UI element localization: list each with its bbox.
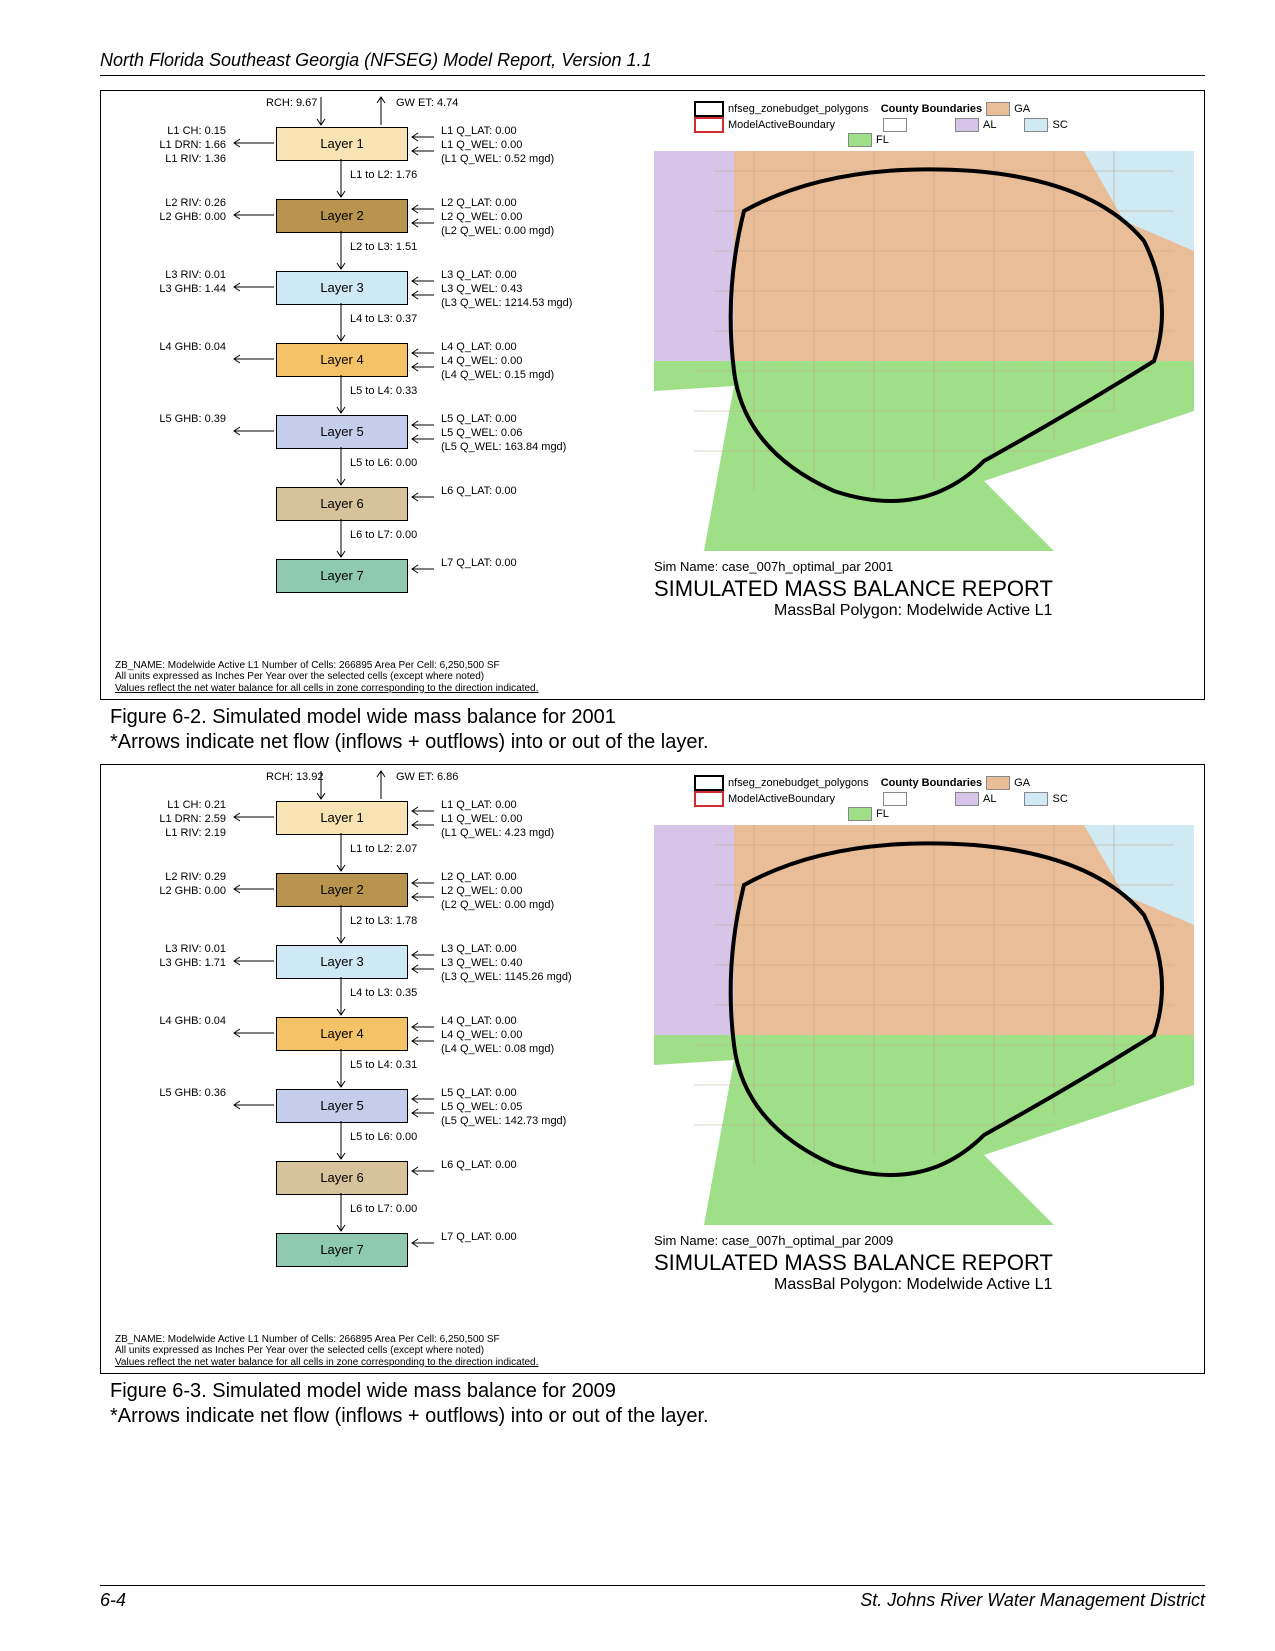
right-labels-1: L1 Q_LAT: 0.00L1 Q_WEL: 0.00(L1 Q_WEL: 4… — [441, 799, 554, 840]
right-labels-6: L6 Q_LAT: 0.00 — [441, 1159, 517, 1173]
rch-label: RCH: 13.92 — [266, 771, 323, 783]
page-number: 6-4 — [100, 1590, 126, 1611]
right-labels-6: L6 Q_LAT: 0.00 — [441, 485, 517, 499]
layer-box-1: Layer 1 — [276, 801, 408, 835]
map-legend: nfseg_zonebudget_polygons County Boundar… — [694, 101, 1194, 147]
zb-footnote: ZB_NAME: Modelwide Active L1 Number of C… — [115, 1334, 538, 1369]
figure-panel-1: RCH: 13.92 GW ET: 6.86 Layer 1 L1 CH: 0.21L… — [100, 764, 1205, 1374]
left-labels-3: L3 RIV: 0.01L3 GHB: 1.44 — [111, 269, 226, 297]
map-svg — [654, 825, 1194, 1225]
legend-al — [883, 792, 907, 806]
right-labels-4: L4 Q_LAT: 0.00L4 Q_WEL: 0.00(L4 Q_WEL: 0… — [441, 1015, 554, 1056]
left-labels-3: L3 RIV: 0.01L3 GHB: 1.71 — [111, 943, 226, 971]
left-labels-2: L2 RIV: 0.26L2 GHB: 0.00 — [111, 197, 226, 225]
interlayer-6: L6 to L7: 0.00 — [350, 529, 417, 541]
layer-box-3: Layer 3 — [276, 271, 408, 305]
left-labels-5: L5 GHB: 0.36 — [111, 1087, 226, 1101]
interlayer-2: L2 to L3: 1.78 — [350, 915, 417, 927]
right-labels-2: L2 Q_LAT: 0.00L2 Q_WEL: 0.00(L2 Q_WEL: 0… — [441, 197, 554, 238]
layer-box-7: Layer 7 — [276, 1233, 408, 1267]
right-labels-4: L4 Q_LAT: 0.00L4 Q_WEL: 0.00(L4 Q_WEL: 0… — [441, 341, 554, 382]
map-svg — [654, 151, 1194, 551]
left-labels-1: L1 CH: 0.15L1 DRN: 1.66L1 RIV: 1.36 — [111, 125, 226, 166]
layer-box-5: Layer 5 — [276, 415, 408, 449]
left-labels-4: L4 GHB: 0.04 — [111, 1015, 226, 1029]
interlayer-2: L2 to L3: 1.51 — [350, 241, 417, 253]
map-side: nfseg_zonebudget_polygons County Boundar… — [654, 101, 1194, 620]
interlayer-3: L4 to L3: 0.37 — [350, 313, 417, 325]
layer-box-6: Layer 6 — [276, 1161, 408, 1195]
report-sub: MassBal Polygon: Modelwide Active L1 — [774, 602, 1194, 620]
figure-panel-0: RCH: 9.67 GW ET: 4.74 Layer 1 L1 CH: 0.15L1… — [100, 90, 1205, 700]
sim-name: Sim Name: case_007h_optimal_par 2009 — [654, 1233, 1194, 1248]
layer-box-1: Layer 1 — [276, 127, 408, 161]
right-labels-2: L2 Q_LAT: 0.00L2 Q_WEL: 0.00(L2 Q_WEL: 0… — [441, 871, 554, 912]
layer-box-6: Layer 6 — [276, 487, 408, 521]
layer-box-4: Layer 4 — [276, 343, 408, 377]
interlayer-6: L6 to L7: 0.00 — [350, 1203, 417, 1215]
figure-sub-0: *Arrows indicate net flow (inflows + out… — [110, 731, 1205, 754]
gwet-label: GW ET: 4.74 — [396, 97, 458, 109]
interlayer-4: L5 to L4: 0.31 — [350, 1059, 417, 1071]
right-labels-3: L3 Q_LAT: 0.00L3 Q_WEL: 0.43(L3 Q_WEL: 1… — [441, 269, 572, 310]
layer-diagram: RCH: 13.92 GW ET: 6.86 Layer 1 L1 CH: 0.21L… — [101, 765, 621, 1373]
layer-box-7: Layer 7 — [276, 559, 408, 593]
left-labels-5: L5 GHB: 0.39 — [111, 413, 226, 427]
layer-box-2: Layer 2 — [276, 873, 408, 907]
interlayer-3: L4 to L3: 0.35 — [350, 987, 417, 999]
layer-box-2: Layer 2 — [276, 199, 408, 233]
interlayer-5: L5 to L6: 0.00 — [350, 1131, 417, 1143]
right-labels-1: L1 Q_LAT: 0.00L1 Q_WEL: 0.00(L1 Q_WEL: 0… — [441, 125, 554, 166]
interlayer-1: L1 to L2: 1.76 — [350, 169, 417, 181]
left-labels-2: L2 RIV: 0.29L2 GHB: 0.00 — [111, 871, 226, 899]
figure-caption-1: Figure 6-3. Simulated model wide mass ba… — [110, 1380, 1205, 1403]
page-header: North Florida Southeast Georgia (NFSEG) … — [100, 50, 1205, 76]
right-labels-7: L7 Q_LAT: 0.00 — [441, 1231, 517, 1245]
left-labels-1: L1 CH: 0.21L1 DRN: 2.59L1 RIV: 2.19 — [111, 799, 226, 840]
map-legend: nfseg_zonebudget_polygons County Boundar… — [694, 775, 1194, 821]
layer-diagram: RCH: 9.67 GW ET: 4.74 Layer 1 L1 CH: 0.15L1… — [101, 91, 621, 699]
gwet-label: GW ET: 6.86 — [396, 771, 458, 783]
right-labels-3: L3 Q_LAT: 0.00L3 Q_WEL: 0.40(L3 Q_WEL: 1… — [441, 943, 572, 984]
legend-al — [883, 118, 907, 132]
report-title: SIMULATED MASS BALANCE REPORT — [654, 576, 1194, 602]
zb-footnote: ZB_NAME: Modelwide Active L1 Number of C… — [115, 660, 538, 695]
layer-box-5: Layer 5 — [276, 1089, 408, 1123]
right-labels-7: L7 Q_LAT: 0.00 — [441, 557, 517, 571]
sim-name: Sim Name: case_007h_optimal_par 2001 — [654, 559, 1194, 574]
interlayer-4: L5 to L4: 0.33 — [350, 385, 417, 397]
report-sub: MassBal Polygon: Modelwide Active L1 — [774, 1276, 1194, 1294]
figure-sub-1: *Arrows indicate net flow (inflows + out… — [110, 1405, 1205, 1428]
report-title: SIMULATED MASS BALANCE REPORT — [654, 1250, 1194, 1276]
figure-caption-0: Figure 6-2. Simulated model wide mass ba… — [110, 706, 1205, 729]
interlayer-1: L1 to L2: 2.07 — [350, 843, 417, 855]
left-labels-4: L4 GHB: 0.04 — [111, 341, 226, 355]
footer-org: St. Johns River Water Management Distric… — [860, 1590, 1205, 1611]
rch-label: RCH: 9.67 — [266, 97, 317, 109]
interlayer-5: L5 to L6: 0.00 — [350, 457, 417, 469]
layer-box-4: Layer 4 — [276, 1017, 408, 1051]
layer-box-3: Layer 3 — [276, 945, 408, 979]
right-labels-5: L5 Q_LAT: 0.00L5 Q_WEL: 0.06(L5 Q_WEL: 1… — [441, 413, 566, 454]
map-side: nfseg_zonebudget_polygons County Boundar… — [654, 775, 1194, 1294]
right-labels-5: L5 Q_LAT: 0.00L5 Q_WEL: 0.05(L5 Q_WEL: 1… — [441, 1087, 566, 1128]
